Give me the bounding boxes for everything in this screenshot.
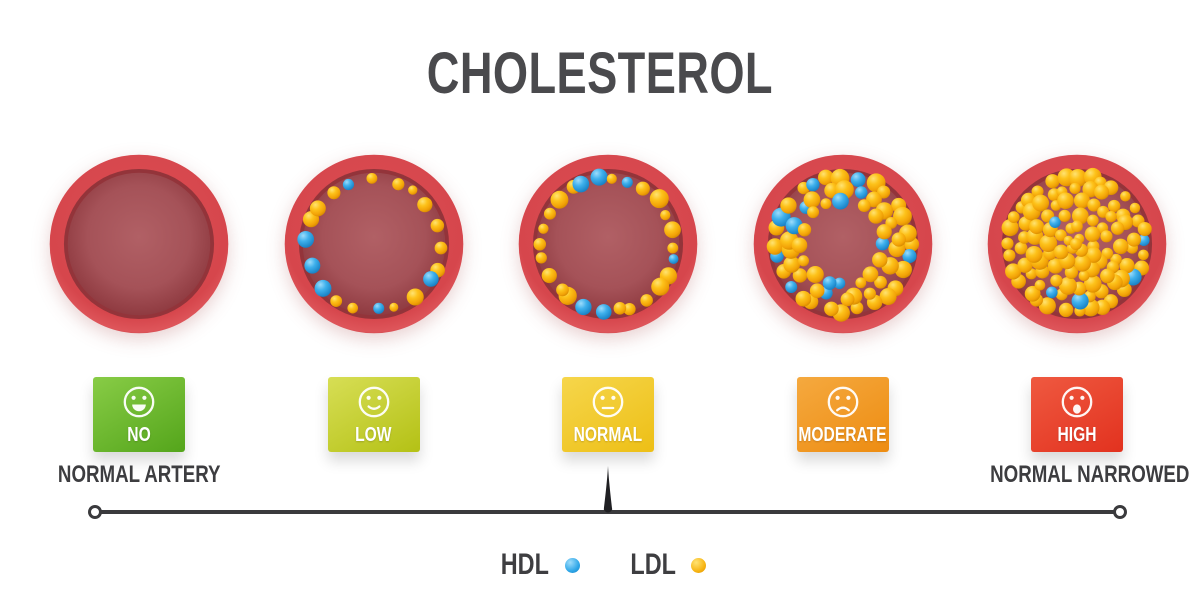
sad-face-icon	[827, 386, 858, 417]
scale-needle-icon	[603, 466, 612, 513]
legend-label: LDL	[630, 548, 676, 581]
artery-cross-section-icon	[49, 154, 229, 334]
ldl-dot-icon	[690, 557, 706, 573]
badge-high: HIGH	[1031, 377, 1123, 452]
artery-illustration-no	[44, 146, 234, 342]
badge-normal: NORMAL	[562, 377, 654, 452]
badge-label: MODERATE	[798, 423, 887, 446]
badge-label: NORMAL	[573, 423, 643, 446]
legend: HDL LDL	[0, 548, 1200, 582]
legend-label: HDL	[500, 548, 549, 581]
artery-illustration-normal	[513, 146, 703, 342]
happy-face-icon	[123, 386, 155, 417]
scale-endpoint-left	[88, 505, 102, 519]
badge-low: LOW	[327, 377, 420, 452]
badge-label: LOW	[355, 423, 392, 446]
badge-no: NO	[93, 377, 185, 452]
hdl-dot-icon	[564, 557, 580, 573]
neutral-face-icon	[592, 386, 624, 417]
legend-item-hdl: HDL	[494, 548, 580, 582]
scale-endpoint-right	[1113, 505, 1127, 519]
badge-moderate: MODERATE	[796, 377, 889, 452]
worried-face-icon	[1061, 386, 1093, 417]
badge-label: HIGH	[1057, 423, 1097, 446]
badge-label: NO	[127, 423, 151, 446]
legend-item-ldl: LDL	[624, 548, 706, 582]
smile-face-icon	[358, 386, 389, 417]
artery-cross-section-icon	[284, 154, 463, 334]
artery-row	[0, 146, 1200, 342]
page-title: CHOLESTEROL	[426, 41, 774, 106]
artery-illustration-high	[982, 146, 1172, 342]
badge-row: NO LOW NORMAL MODERATE HIGH	[0, 377, 1200, 452]
artery-cross-section-icon	[753, 154, 932, 334]
artery-cross-section-icon	[987, 154, 1167, 334]
caption-normal-narrowed: NORMAL NARROWED	[990, 461, 1190, 488]
severity-scale-line	[88, 466, 1127, 519]
artery-cross-section-icon	[518, 154, 698, 334]
caption-normal-artery: NORMAL ARTERY	[57, 461, 221, 488]
artery-illustration-low	[279, 146, 469, 342]
artery-illustration-moderate	[748, 146, 938, 342]
